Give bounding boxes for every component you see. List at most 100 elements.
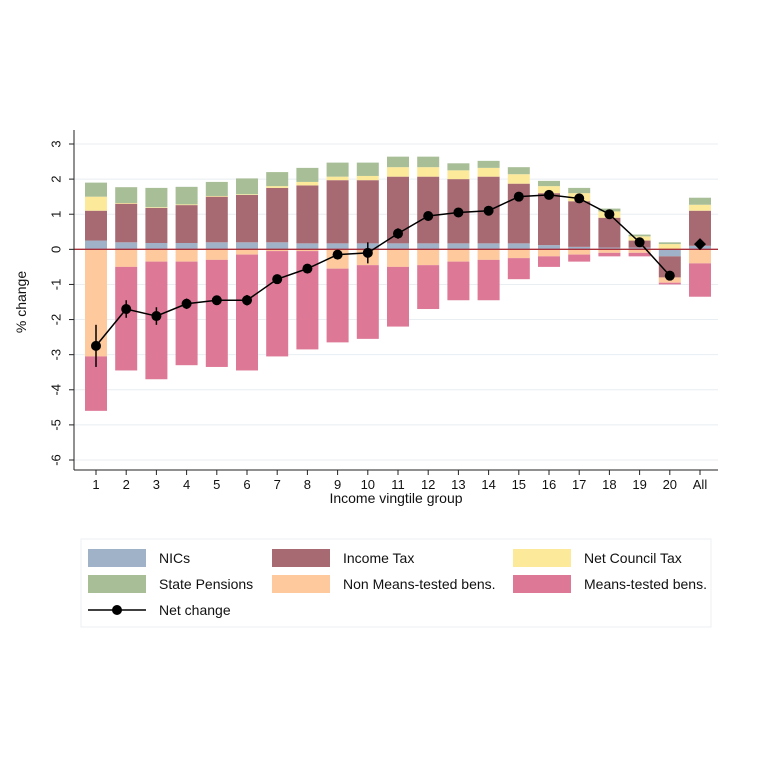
- y-tick-label: -2: [49, 314, 64, 326]
- bar-segment: [538, 180, 560, 187]
- bar-segment: [115, 203, 138, 243]
- bar-segment: [85, 240, 107, 250]
- bar-segment: [387, 156, 409, 168]
- bar-segment: [266, 249, 289, 252]
- bar-segment: [296, 249, 319, 252]
- legend-swatch: [513, 575, 571, 593]
- x-tick-label: 5: [213, 477, 220, 492]
- bar-segment: [326, 180, 349, 244]
- y-tick-label: -4: [49, 384, 64, 396]
- net-change-point: [362, 247, 373, 258]
- net-change-point: [121, 304, 132, 315]
- x-tick-label: 13: [451, 477, 465, 492]
- bar-segment: [175, 261, 198, 366]
- bar-segment: [236, 194, 258, 195]
- bar-segment: [205, 181, 228, 196]
- net-change-line: [91, 189, 706, 367]
- bar-segment: [266, 186, 289, 188]
- bar-segment: [628, 252, 651, 257]
- net-change-point: [664, 270, 675, 281]
- bar-segment: [356, 180, 379, 244]
- net-change-point: [272, 274, 283, 285]
- bar-segment: [628, 249, 651, 253]
- bar-segment: [85, 249, 107, 357]
- x-tick-label: 17: [572, 477, 586, 492]
- net-change-point: [332, 249, 343, 260]
- net-change-point: [634, 237, 645, 248]
- bar-segment: [387, 249, 409, 267]
- legend-swatch: [272, 575, 330, 593]
- bar-segment: [356, 162, 379, 176]
- bar-segment: [417, 176, 440, 244]
- bar-segment: [387, 243, 409, 250]
- legend-box: [80, 538, 712, 628]
- x-axis-label: Income vingtile group: [329, 490, 462, 506]
- y-tick-label: 0: [49, 246, 64, 253]
- x-tick-label: 9: [334, 477, 341, 492]
- x-tick-label: 10: [361, 477, 375, 492]
- bar-segment: [538, 249, 560, 257]
- bar-segment: [658, 249, 681, 257]
- legend-label: State Pensions: [159, 576, 253, 592]
- bar-segment: [507, 243, 530, 250]
- bar-segment: [326, 268, 349, 343]
- bar-segment: [266, 172, 289, 187]
- bar-segment: [507, 167, 530, 175]
- bar-segment: [507, 258, 530, 280]
- bar-segment: [658, 256, 681, 278]
- bar-segment: [115, 249, 138, 267]
- bar-segment: [236, 194, 258, 243]
- bar-segment: [145, 243, 168, 250]
- bar-segment: [477, 259, 500, 301]
- bar-segment: [115, 242, 138, 250]
- net-change-point: [181, 298, 192, 309]
- bar-segment: [236, 178, 258, 195]
- bar-segment: [538, 193, 560, 246]
- legend-label: Income Tax: [343, 550, 414, 566]
- bar-segment: [115, 202, 138, 204]
- x-tick-label: 19: [632, 477, 646, 492]
- legend-marker: [112, 605, 122, 615]
- bar-segment: [175, 186, 198, 205]
- bar-segment: [447, 249, 470, 262]
- bar-segment: [205, 249, 228, 260]
- bar-segment: [296, 167, 319, 182]
- net-change-point: [513, 191, 524, 202]
- bar-segment: [296, 185, 319, 244]
- x-tick-label: 3: [153, 477, 160, 492]
- bar-segment: [477, 160, 500, 168]
- x-tick-label: 12: [421, 477, 435, 492]
- bar-segment: [205, 242, 228, 250]
- y-tick-label: -1: [49, 279, 64, 291]
- net-change-point: [151, 311, 162, 322]
- net-change-point: [91, 340, 101, 351]
- bar-segment: [598, 249, 621, 253]
- bar-segment: [568, 201, 591, 247]
- legend-swatch: [88, 575, 146, 593]
- x-tick-label: All: [693, 477, 708, 492]
- bar-segment: [296, 243, 319, 250]
- net-change-point: [604, 209, 615, 220]
- bar-segment: [115, 187, 138, 203]
- bar-segment: [689, 204, 711, 211]
- bar-segment: [628, 247, 651, 250]
- bar-segment: [417, 249, 440, 266]
- bar-segment: [689, 249, 711, 264]
- bar-segment: [266, 187, 289, 243]
- bar-segment: [356, 175, 379, 181]
- legend-swatch: [88, 549, 146, 567]
- bar-segment: [598, 247, 621, 250]
- bar-segment: [447, 163, 470, 171]
- bar-segment: [658, 242, 681, 245]
- bar-segment: [568, 249, 591, 255]
- x-tick-label: 7: [274, 477, 281, 492]
- bar-segment: [477, 243, 500, 250]
- bar-segment: [205, 196, 228, 243]
- bar-segment: [477, 249, 500, 260]
- bar-segment: [538, 186, 560, 194]
- bar-segment: [568, 254, 591, 262]
